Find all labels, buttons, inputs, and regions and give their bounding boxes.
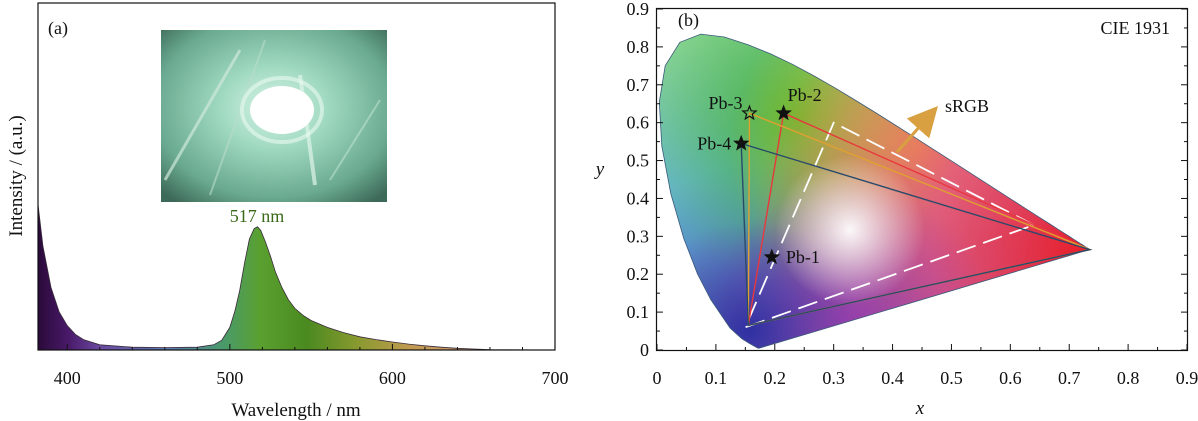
cie-panel-label: (b) xyxy=(678,10,699,31)
cie-gamut-horseshoe xyxy=(659,34,1090,349)
spectrum-x-tick-label: 400 xyxy=(54,368,81,388)
cie-y-tick-label: 0.4 xyxy=(627,188,650,208)
cie-x-tick-label: 0.6 xyxy=(999,368,1022,388)
cie-plot-frame xyxy=(655,7,1189,352)
spectrum-x-tick-label: 500 xyxy=(216,368,243,388)
cie-y-tick-label: 0.7 xyxy=(627,75,650,95)
point-marker-pb-4 xyxy=(732,134,750,151)
cie-y-tick-label: 0.1 xyxy=(627,302,650,322)
cie-points: Pb-1 Pb-2 Pb-3 Pb-4 xyxy=(697,85,821,267)
cie-x-tick-label: 0.4 xyxy=(881,368,904,388)
cie-y-tick-label: 0 xyxy=(640,340,649,360)
spectrum-panel: 400 500 600 700 (a) 517 nm Wavelength / nm … xyxy=(6,2,569,421)
device-gamut-triangles xyxy=(740,112,1093,327)
cie-y-tick-label: 0.5 xyxy=(627,151,650,171)
cie-axes: 00 0.1 0.1 0.2 0.2 0.3 0.3 0.4 0.4 0.5 0.5 0.6 0.6 0.… xyxy=(627,0,1198,388)
cie-x-tick-label: 0.8 xyxy=(1117,368,1140,388)
gamut-triangle-pb-4 xyxy=(740,142,1093,327)
spectrum-y-axis-label: Intensity / (a.u.) xyxy=(6,115,27,236)
emission-spectrum-line xyxy=(37,204,556,351)
cie-title: CIE 1931 xyxy=(1101,18,1171,38)
cie-x-axis-label: x xyxy=(915,398,925,419)
inset-photo-bright-spot xyxy=(250,86,314,134)
spectrum-panel-label: (a) xyxy=(48,18,68,39)
inset-photo xyxy=(161,30,387,202)
cie-y-tick-label: 0.6 xyxy=(627,113,650,133)
cie-panel: 00 0.1 0.1 0.2 0.2 0.3 0.3 0.4 0.4 0.5 0.5 0.6 0.6 0.… xyxy=(594,0,1198,419)
cie-x-tick-label: 0 xyxy=(653,368,662,388)
point-marker-pb-1 xyxy=(763,248,781,265)
cie-x-tick-label: 0.1 xyxy=(705,368,728,388)
point-label-pb-4: Pb-4 xyxy=(697,134,731,154)
peak-wavelength-annotation: 517 nm xyxy=(230,206,285,226)
spectrum-x-ticks: 400 500 600 700 xyxy=(54,344,569,388)
spectrum-x-tick-label: 700 xyxy=(542,368,569,388)
cie-y-tick-label: 0.2 xyxy=(627,264,650,284)
point-marker-pb-2 xyxy=(775,104,792,121)
cie-y-tick-label: 0.9 xyxy=(627,0,650,19)
emission-spectrum-area xyxy=(38,204,555,350)
srgb-triangle xyxy=(743,121,1037,329)
cie-x-tick-label: 0.2 xyxy=(764,368,787,388)
cie-locus-outline xyxy=(658,33,1091,349)
point-label-pb-1: Pb-1 xyxy=(786,247,820,267)
cie-y-tick-label: 0.8 xyxy=(627,37,650,57)
point-label-pb-3: Pb-3 xyxy=(708,93,742,113)
srgb-label: sRGB xyxy=(945,96,989,116)
point-marker-pb-3 xyxy=(741,104,758,121)
cie-x-tick-label: 0.7 xyxy=(1058,368,1081,388)
cie-x-tick-label: 0.9 xyxy=(1176,368,1198,388)
cie-y-axis-label: y xyxy=(594,159,605,180)
spectrum-x-tick-label: 600 xyxy=(379,368,406,388)
cie-y-tick-label: 0.3 xyxy=(627,226,650,246)
cie-x-tick-label: 0.3 xyxy=(822,368,845,388)
point-label-pb-2: Pb-2 xyxy=(788,85,822,105)
cie-x-tick-label: 0.5 xyxy=(940,368,963,388)
spectrum-x-axis-label: Wavelength / nm xyxy=(231,400,361,421)
spectrum-plot-frame xyxy=(37,2,556,351)
srgb-arrow xyxy=(895,106,938,153)
